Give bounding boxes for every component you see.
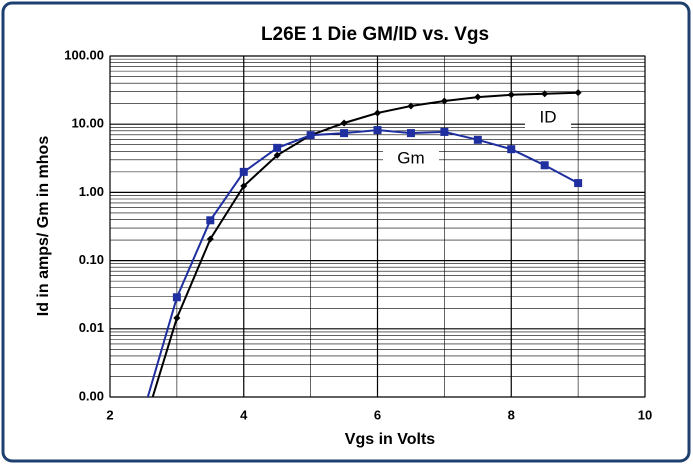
point bbox=[340, 119, 348, 127]
annotation: Gm bbox=[397, 148, 424, 167]
point bbox=[374, 109, 381, 117]
point bbox=[406, 129, 415, 138]
x-tick-label: 8 bbox=[508, 407, 515, 422]
series-group bbox=[146, 89, 583, 397]
x-tick-label: 2 bbox=[106, 407, 113, 422]
annotation-box bbox=[525, 105, 571, 129]
point bbox=[574, 89, 582, 97]
point bbox=[306, 131, 315, 140]
point bbox=[541, 90, 549, 98]
point bbox=[507, 91, 515, 99]
point bbox=[240, 182, 248, 190]
point bbox=[172, 293, 181, 302]
annotation-box bbox=[383, 146, 439, 170]
chart-title: L26E 1 Die GM/ID vs. Vgs bbox=[261, 24, 489, 45]
point bbox=[239, 167, 248, 176]
y-tick-label: 0.01 bbox=[79, 320, 104, 335]
point bbox=[373, 126, 382, 135]
y-tick-label: 100.00 bbox=[64, 47, 104, 62]
x-axis-label: Vgs in Volts bbox=[345, 431, 435, 448]
point bbox=[273, 151, 281, 159]
point bbox=[173, 314, 181, 322]
point bbox=[340, 129, 349, 138]
y-axis-label: Id in amps/ Gm in mhos bbox=[35, 136, 52, 317]
y-tick-label: 1.00 bbox=[79, 184, 104, 199]
point bbox=[407, 102, 415, 110]
series-line bbox=[146, 129, 579, 397]
x-tick-label: 4 bbox=[240, 407, 248, 422]
point bbox=[273, 143, 282, 152]
point bbox=[440, 97, 448, 105]
annotation: ID bbox=[540, 107, 557, 126]
point bbox=[574, 179, 583, 188]
point bbox=[540, 161, 549, 170]
x-tick-label: 6 bbox=[374, 407, 381, 422]
point bbox=[474, 93, 482, 101]
x-tick-label: 10 bbox=[638, 407, 652, 422]
y-tick-label: 0.10 bbox=[79, 252, 104, 267]
point bbox=[206, 216, 215, 225]
y-tick-label: 0.00 bbox=[79, 388, 104, 403]
point bbox=[473, 135, 482, 144]
point bbox=[507, 145, 516, 154]
y-tick-label: 10.00 bbox=[71, 116, 104, 131]
point bbox=[206, 235, 214, 243]
series-line bbox=[151, 91, 579, 397]
point bbox=[440, 127, 449, 136]
